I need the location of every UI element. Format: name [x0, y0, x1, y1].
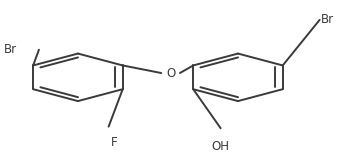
Text: F: F: [111, 136, 118, 149]
Text: O: O: [166, 67, 175, 80]
Text: Br: Br: [4, 43, 17, 56]
Text: Br: Br: [321, 13, 334, 26]
Text: OH: OH: [212, 141, 230, 153]
